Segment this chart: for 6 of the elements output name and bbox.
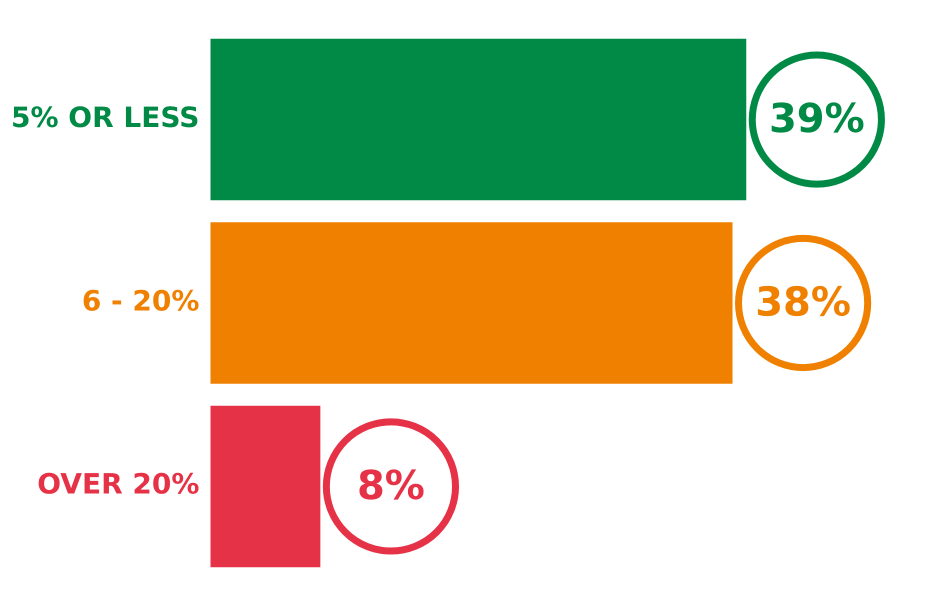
y-tick-label: 6 - 20% [82,284,200,318]
data-label: 8% [356,462,425,509]
data-label: 38% [755,279,851,326]
y-tick-label: OVER 20% [37,468,200,501]
y-tick-label: 5% OR LESS [10,100,200,134]
data-label: 39% [768,96,865,142]
